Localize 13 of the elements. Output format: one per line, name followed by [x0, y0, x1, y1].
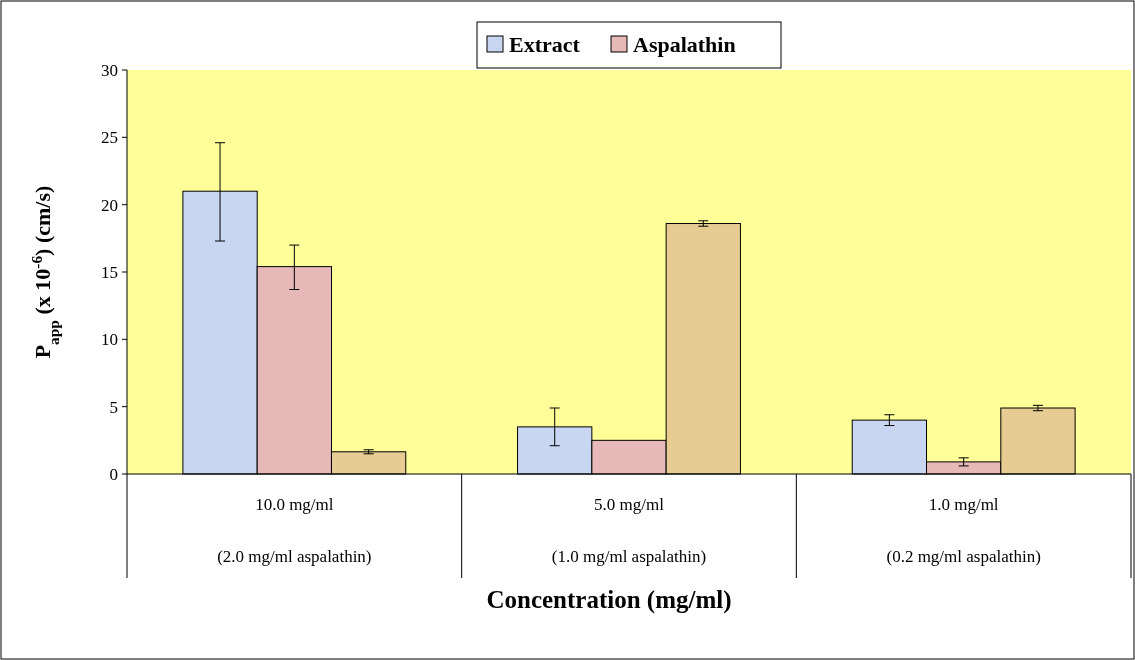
legend-label: Extract	[509, 32, 581, 57]
y-tick-label: 10	[101, 330, 118, 350]
legend-label: Aspalathin	[633, 32, 736, 57]
x-axis-title: Concentration (mg/ml)	[486, 586, 732, 614]
y-tick-label: 20	[101, 195, 118, 215]
y-tick-label: 25	[101, 128, 118, 148]
category-label: 1.0 mg/ml (0.2 mg/ml aspalathin)	[886, 495, 1041, 566]
y-tick-label: 15	[101, 262, 118, 282]
category-label: 10.0 mg/ml (2.0 mg/ml aspalathin)	[217, 495, 372, 566]
y-tick-label: 5	[109, 397, 118, 417]
y-tick-label: 30	[101, 60, 118, 80]
y-tick-label: 0	[109, 464, 118, 484]
category-label: 5.0 mg/ml (1.0 mg/ml aspalathin)	[551, 495, 707, 566]
